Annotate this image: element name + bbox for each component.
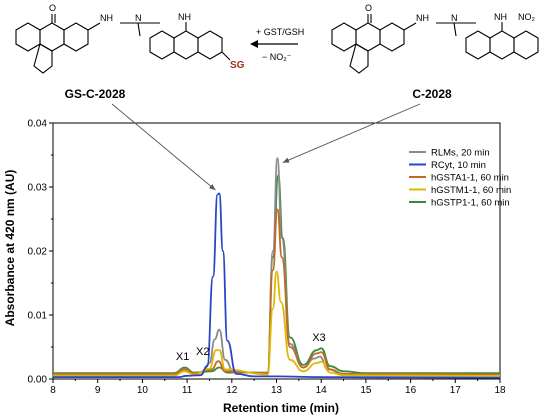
y-tick-label: 0.00: [28, 375, 48, 386]
y-tick-label: 0.03: [28, 183, 48, 194]
x-tick-label: 18: [494, 385, 506, 396]
x-tick-label: 8: [50, 385, 56, 396]
x-tick-label: 11: [182, 385, 193, 396]
compound-label-c-2028: C-2028: [412, 87, 452, 101]
series-line: [53, 192, 501, 379]
y-tick-label: 0.04: [28, 119, 48, 130]
peak-label: X1: [176, 351, 189, 363]
x-tick-label: 9: [95, 385, 101, 396]
atom-oxygen-left: O: [49, 3, 56, 13]
atom-sg: SG: [230, 60, 245, 71]
atom-n-methyl-left: N: [135, 13, 142, 23]
legend-entry: hGSTA1-1, 60 min: [431, 173, 509, 184]
legend-entry: hGSTM1-1, 60 min: [431, 185, 511, 196]
x-tick-label: 17: [450, 385, 462, 396]
y-tick-label: 0.02: [28, 247, 48, 258]
y-tick-label: 0.01: [28, 311, 48, 322]
atom-n-methyl-right: N: [451, 13, 458, 23]
reaction-arrow: [250, 40, 298, 48]
series-line: [52, 208, 501, 376]
x-tick-label: 15: [360, 385, 372, 396]
y-axis-label: Absorbance at 420 nm (AU): [3, 170, 17, 327]
series-line: [53, 270, 501, 377]
legend-entry: hGSTP1-1, 60 min: [431, 198, 510, 209]
annotation-arrow-c-2028: [282, 103, 421, 164]
legend-entry: RCyt, 10 min: [431, 160, 486, 171]
compound-label-gs-c-2028: GS-C-2028: [65, 87, 126, 101]
x-tick-label: 12: [226, 385, 238, 396]
x-tick-label: 16: [405, 385, 417, 396]
atom-nh-left-2: NH: [178, 12, 191, 22]
atom-nh-right-1: NH: [416, 13, 429, 23]
x-tick-label: 13: [271, 385, 283, 396]
x-axis-label: Retention time (min): [223, 401, 339, 415]
y-axis-title: Absorbance at 420 nm (AU): [3, 170, 17, 327]
atom-nh-left-1: NH: [100, 13, 113, 23]
legend-entry: RLMs, 20 min: [431, 148, 490, 159]
reaction-top-label: + GST/GSH: [256, 27, 304, 37]
reaction-bottom-label: − NO₂⁻: [262, 52, 292, 62]
atom-oxygen-right: O: [365, 3, 372, 13]
x-tick-label: 10: [137, 385, 149, 396]
structure-gs-c-2028: [15, 14, 231, 74]
chromatogram-chart: Absorbance at 420 nm (AU) Retention time…: [3, 119, 511, 416]
structure-c-2028: [331, 14, 539, 74]
peak-label: X2: [196, 346, 209, 358]
peak-label: X3: [312, 332, 325, 344]
x-tick-label: 14: [316, 385, 328, 396]
atom-nitro: NO₂: [518, 12, 536, 22]
atom-nh-right-2: NH: [494, 12, 507, 22]
annotation-arrow-gs-c-2028: [111, 103, 216, 191]
